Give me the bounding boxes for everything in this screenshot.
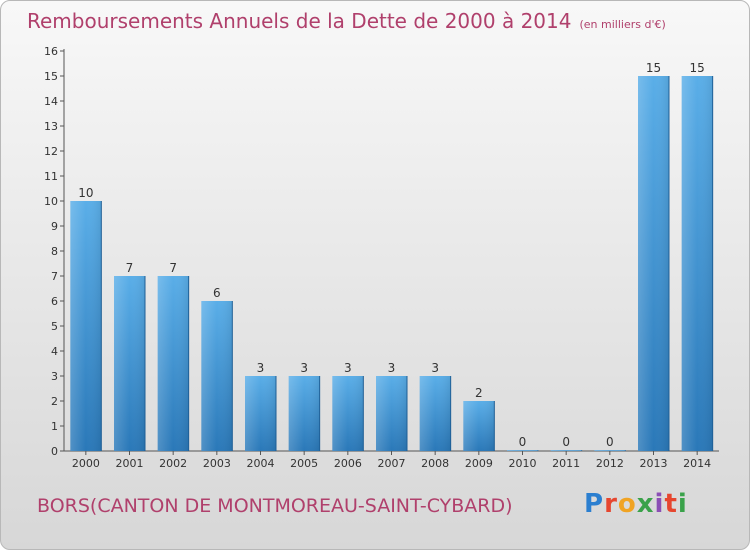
y-tick-label: 9 bbox=[51, 220, 58, 233]
y-tick-label: 5 bbox=[51, 320, 58, 333]
x-tick-label: 2012 bbox=[596, 457, 624, 470]
bar-shade bbox=[114, 276, 145, 451]
bar-shade bbox=[419, 376, 451, 451]
bar-shade bbox=[507, 450, 538, 451]
data-label: 3 bbox=[344, 361, 352, 375]
y-tick-label: 3 bbox=[51, 370, 58, 383]
brand-letter: i bbox=[677, 489, 688, 519]
bar-shade bbox=[332, 376, 364, 451]
x-tick-label: 2001 bbox=[116, 457, 144, 470]
data-label: 0 bbox=[562, 435, 570, 449]
bar-shade bbox=[157, 276, 189, 451]
bar-shade bbox=[70, 201, 102, 451]
x-tick-label: 2002 bbox=[159, 457, 187, 470]
x-tick-label: 2008 bbox=[421, 457, 449, 470]
y-tick-label: 11 bbox=[44, 170, 58, 183]
brand-letter: o bbox=[617, 489, 637, 519]
y-tick-label: 1 bbox=[51, 420, 58, 433]
y-tick-label: 6 bbox=[51, 295, 58, 308]
bar-shade bbox=[638, 76, 669, 451]
y-tick-label: 16 bbox=[44, 45, 58, 58]
data-label: 15 bbox=[646, 61, 661, 75]
data-label: 7 bbox=[126, 261, 134, 275]
x-tick-label: 2005 bbox=[290, 457, 318, 470]
data-label: 3 bbox=[388, 361, 396, 375]
commune-name: BORS(CANTON DE MONTMOREAU-SAINT-CYBARD) bbox=[37, 495, 513, 517]
data-label: 2 bbox=[475, 386, 483, 400]
chart-unit: (en milliers d'€) bbox=[579, 18, 666, 31]
bar-shade bbox=[594, 450, 626, 451]
x-tick-label: 2011 bbox=[552, 457, 580, 470]
x-tick-label: 2003 bbox=[203, 457, 231, 470]
chart-bars: 10 7 7 6 3 3 3 3 3 2 0 0 0 15 15 bbox=[70, 61, 714, 451]
x-tick-label: 2000 bbox=[72, 457, 100, 470]
data-label: 3 bbox=[431, 361, 439, 375]
x-tick-label: 2014 bbox=[683, 457, 711, 470]
brand-logo: Proxiti bbox=[584, 489, 688, 519]
bar-shade bbox=[245, 376, 276, 451]
brand-letter: x bbox=[636, 489, 655, 519]
bar-shade bbox=[681, 76, 713, 451]
data-label: 3 bbox=[257, 361, 265, 375]
chart-title-text: Remboursements Annuels de la Dette de 20… bbox=[27, 9, 572, 33]
x-tick-label: 2009 bbox=[465, 457, 493, 470]
bar-shade bbox=[201, 301, 233, 451]
y-tick-label: 13 bbox=[44, 120, 58, 133]
y-tick-label: 14 bbox=[44, 95, 58, 108]
bar-shade bbox=[376, 376, 407, 451]
y-tick-label: 4 bbox=[51, 345, 58, 358]
brand-letter: P bbox=[584, 489, 605, 519]
bar-shade bbox=[550, 450, 582, 451]
y-tick-label: 0 bbox=[51, 445, 58, 458]
bar-shade bbox=[463, 401, 495, 451]
y-tick-label: 2 bbox=[51, 395, 58, 408]
y-tick-label: 8 bbox=[51, 245, 58, 258]
y-tick-label: 12 bbox=[44, 145, 58, 158]
y-tick-label: 15 bbox=[44, 70, 58, 83]
x-tick-label: 2010 bbox=[509, 457, 537, 470]
data-label: 15 bbox=[690, 61, 705, 75]
y-tick-label: 7 bbox=[51, 270, 58, 283]
chart-title: Remboursements Annuels de la Dette de 20… bbox=[27, 9, 666, 33]
x-tick-label: 2004 bbox=[247, 457, 275, 470]
data-label: 10 bbox=[78, 186, 93, 200]
data-label: 3 bbox=[300, 361, 308, 375]
brand-letter: r bbox=[604, 489, 618, 519]
data-label: 0 bbox=[519, 435, 527, 449]
x-tick-label: 2007 bbox=[378, 457, 406, 470]
brand-letter: t bbox=[664, 489, 678, 519]
x-tick-label: 2006 bbox=[334, 457, 362, 470]
data-label: 0 bbox=[606, 435, 614, 449]
y-tick-label: 10 bbox=[44, 195, 58, 208]
bar-shade bbox=[288, 376, 320, 451]
data-label: 6 bbox=[213, 286, 221, 300]
data-label: 7 bbox=[169, 261, 177, 275]
x-tick-label: 2013 bbox=[640, 457, 668, 470]
brand-letter: i bbox=[654, 489, 665, 519]
